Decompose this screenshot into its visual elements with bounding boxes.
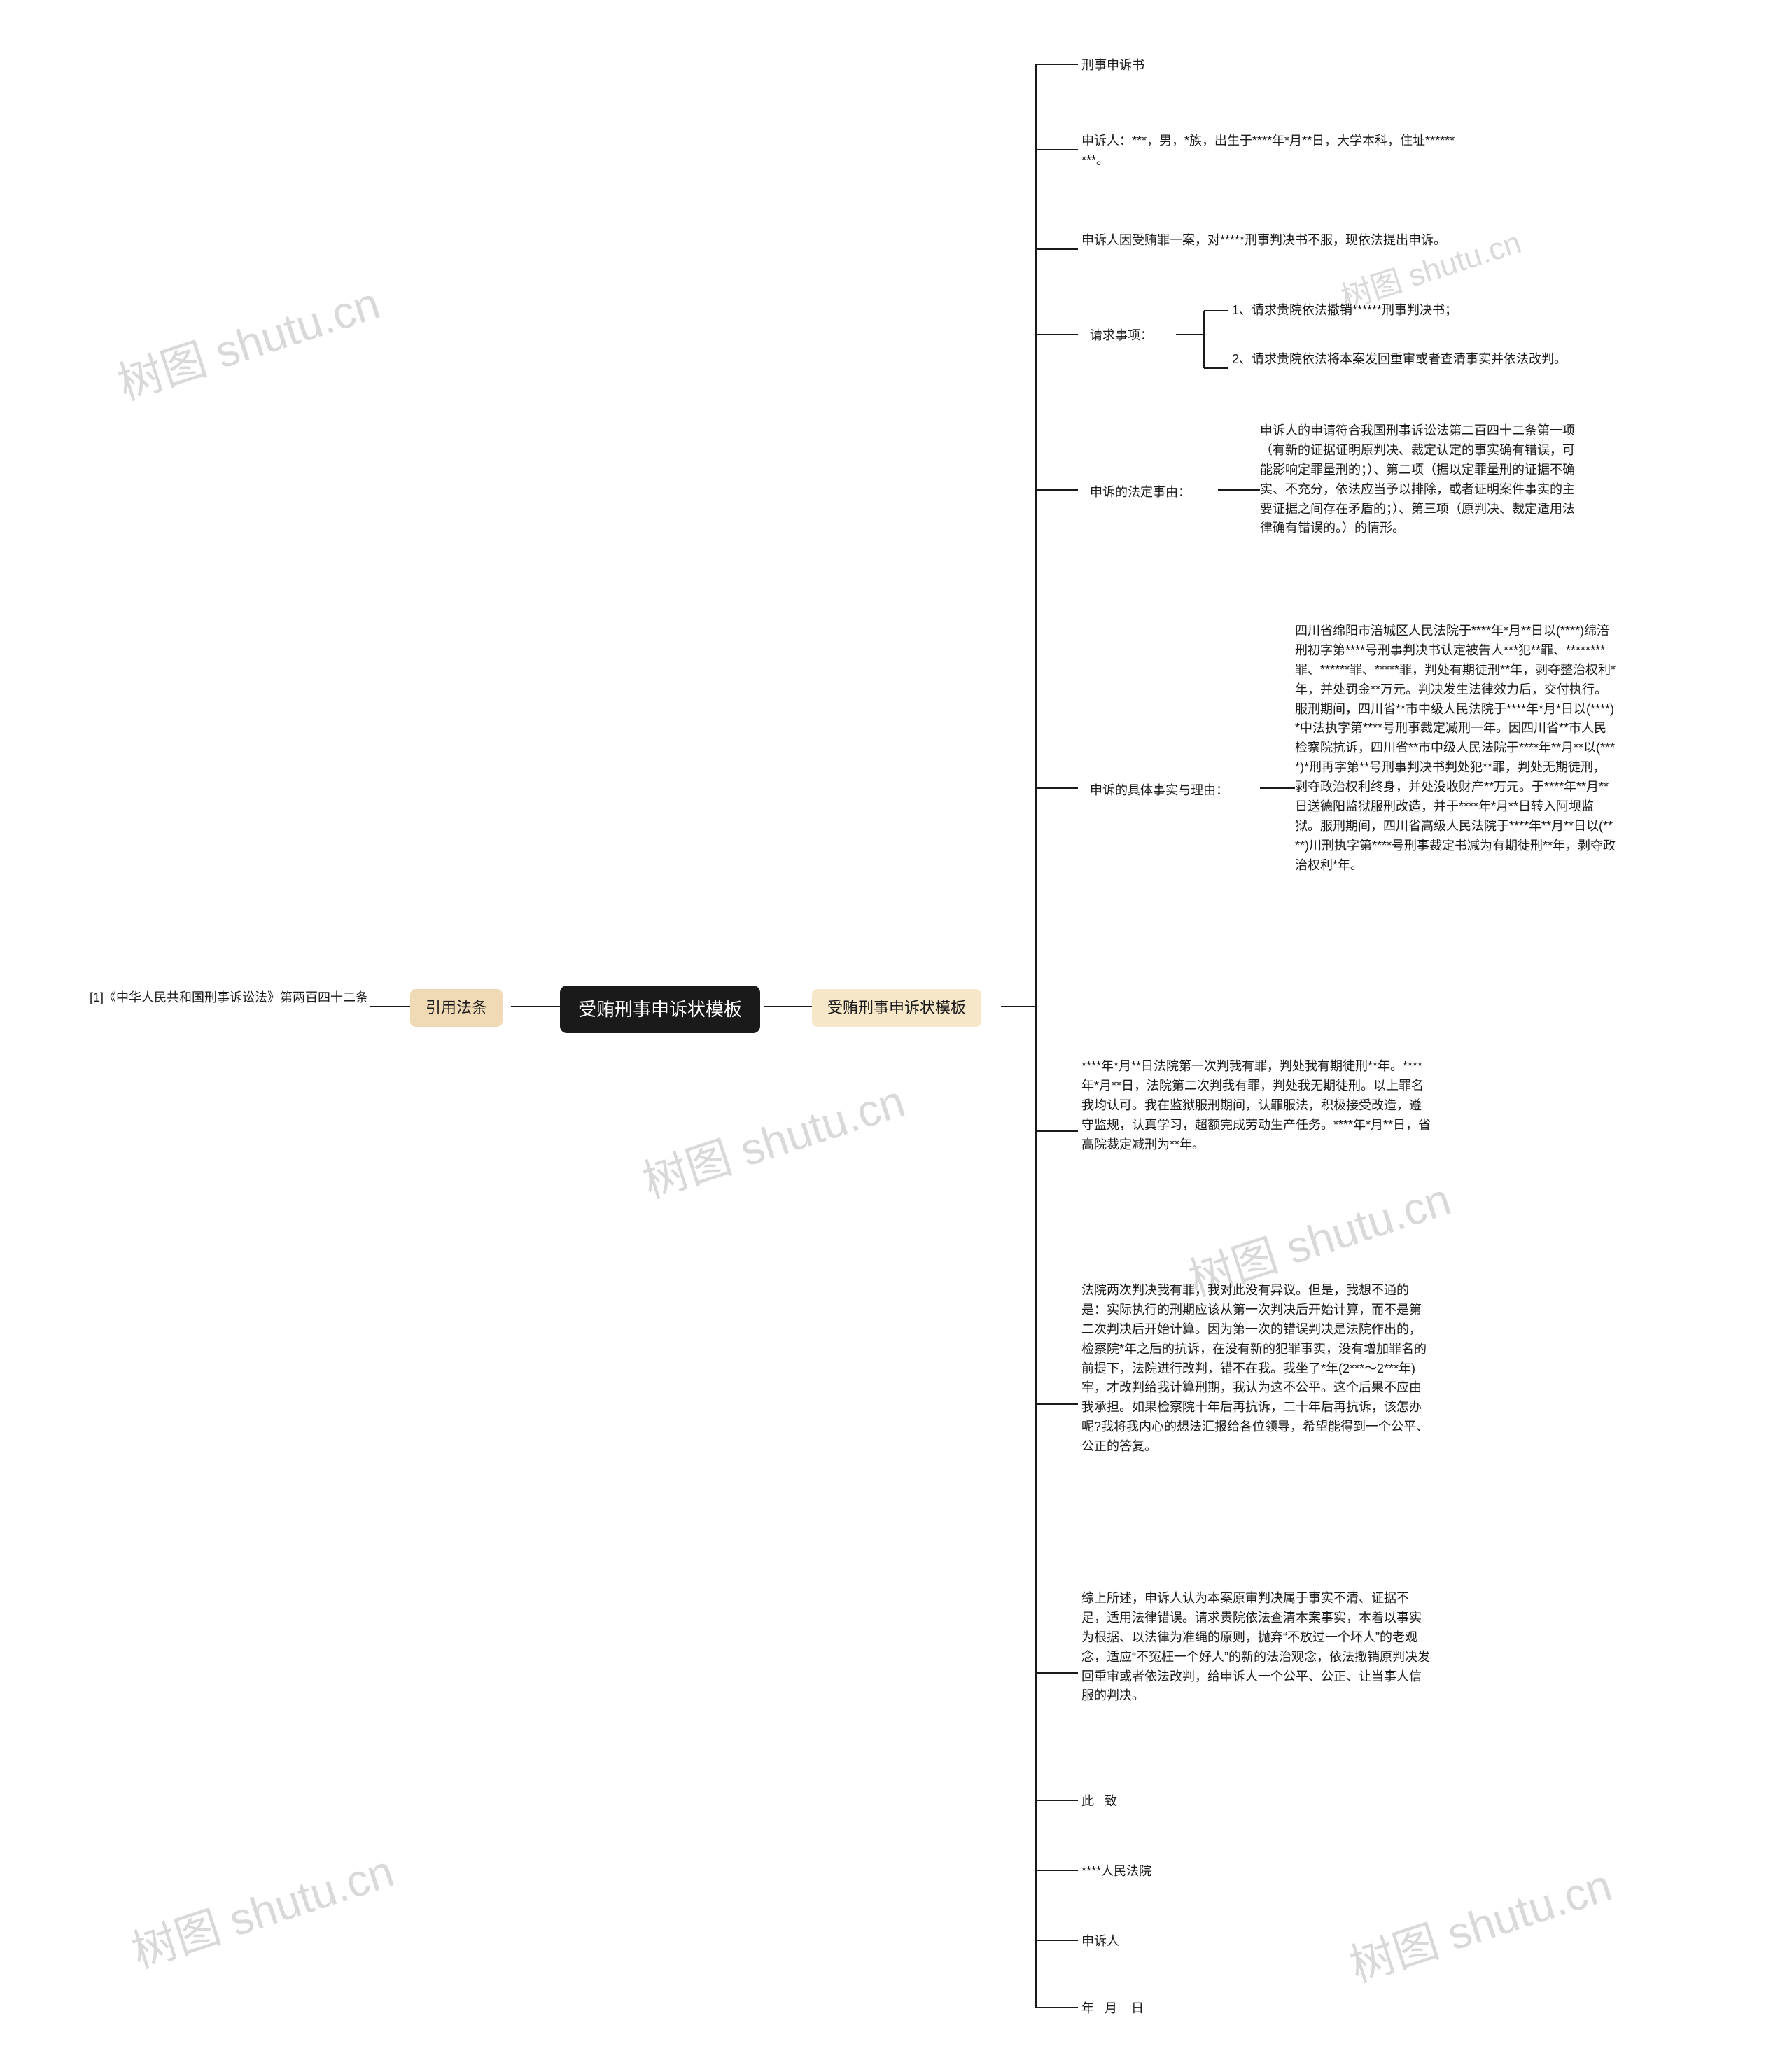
leaf-complainant: 申诉人：***，男，*族，出生于****年*月**日，大学本科，住址******… — [1082, 132, 1460, 171]
watermark-5: 树图 shutu.cn — [122, 1835, 400, 1980]
leaf-para-1: ****年*月**日法院第一次判我有罪，判处我有期徒刑**年。****年*月**… — [1082, 1057, 1432, 1154]
leaf-request-1: 1、请求贵院依法撤销******刑事判决书； — [1232, 301, 1568, 321]
node-requests[interactable]: 请求事项： — [1082, 322, 1161, 350]
leaf-para-2: 法院两次判决我有罪，我对此没有异议。但是，我想不通的是：实际执行的刑期应该从第一… — [1082, 1281, 1432, 1457]
leaf-para-3: 综上所述，申诉人认为本案原审判决属于事实不清、证据不足，适用法律错误。请求贵院依… — [1082, 1589, 1432, 1706]
leaf-facts-text: 四川省绵阳市涪城区人民法院于****年*月**日以(****)绵涪刑初字第***… — [1295, 622, 1617, 876]
leaf-legal-grounds-text: 申诉人的申请符合我国刑事诉讼法第二百四十二条第一项（有新的证据证明原判决、裁定认… — [1260, 421, 1582, 538]
watermark-3: 树图 shutu.cn — [634, 1065, 911, 1210]
mindmap-canvas: 树图 shutu.cn 树图 shutu.cn 树图 shutu.cn 树图 s… — [0, 0, 1792, 2046]
leaf-salute: 此 致 — [1082, 1792, 1432, 1812]
node-legal-grounds[interactable]: 申诉的法定事由： — [1082, 479, 1199, 507]
branch-template[interactable]: 受贿刑事申诉状模板 — [812, 989, 981, 1027]
leaf-court: ****人民法院 — [1082, 1862, 1432, 1882]
watermark-1: 树图 shutu.cn — [108, 267, 386, 412]
leaf-date: 年 月 日 — [1082, 1999, 1432, 2019]
branch-cited-law[interactable]: 引用法条 — [410, 989, 503, 1027]
leaf-citation: [1]《中华人民共和国刑事诉讼法》第两百四十二条 — [90, 988, 370, 1008]
leaf-signer: 申诉人 — [1082, 1932, 1432, 1952]
leaf-reason-intro: 申诉人因受贿罪一案，对*****刑事判决书不服，现依法提出申诉。 — [1082, 231, 1460, 251]
root-node[interactable]: 受贿刑事申诉状模板 — [560, 986, 760, 1033]
node-facts-reasons[interactable]: 申诉的具体事实与理由： — [1082, 777, 1237, 805]
leaf-request-2: 2、请求贵院依法将本案发回重审或者查清事实并依法改判。 — [1232, 350, 1568, 370]
leaf-title: 刑事申诉书 — [1082, 56, 1460, 76]
